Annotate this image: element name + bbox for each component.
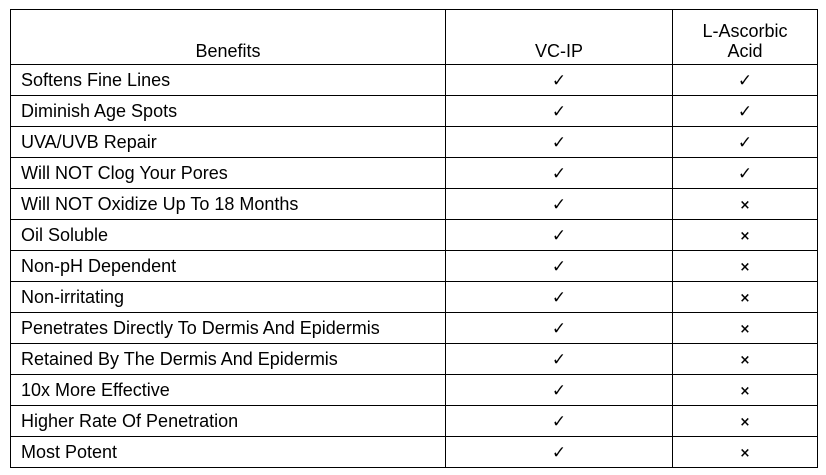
ascorbic-cell: ✓ (672, 126, 818, 158)
table-row: UVA/UVB Repair ✓ ✓ (10, 126, 818, 158)
check-icon: ✓ (737, 163, 753, 184)
ascorbic-cell: × (672, 219, 818, 251)
benefit-cell: Diminish Age Spots (10, 95, 446, 127)
benefit-cell: Retained By The Dermis And Epidermis (10, 343, 446, 375)
table-row: Most Potent ✓ × (10, 436, 818, 468)
ascorbic-cell: ✓ (672, 157, 818, 189)
vcip-cell: ✓ (445, 312, 673, 344)
header-row: Benefits VC-IP L-Ascorbic Acid (10, 9, 818, 65)
cross-icon: × (739, 259, 751, 275)
benefit-cell: Penetrates Directly To Dermis And Epider… (10, 312, 446, 344)
benefit-cell: Most Potent (10, 436, 446, 468)
benefit-cell: Will NOT Oxidize Up To 18 Months (10, 188, 446, 220)
check-icon: ✓ (551, 318, 567, 339)
check-icon: ✓ (551, 132, 567, 153)
cross-icon: × (739, 414, 751, 430)
header-vcip: VC-IP (445, 9, 673, 65)
benefit-cell: Oil Soluble (10, 219, 446, 251)
table-row: Non-pH Dependent ✓ × (10, 250, 818, 282)
header-l-ascorbic-line1: L-Ascorbic (702, 21, 788, 41)
cross-icon: × (739, 445, 751, 461)
benefit-cell: Will NOT Clog Your Pores (10, 157, 446, 189)
benefit-cell: 10x More Effective (10, 374, 446, 406)
check-icon: ✓ (551, 225, 567, 246)
ascorbic-cell: ✓ (672, 95, 818, 127)
ascorbic-cell: × (672, 281, 818, 313)
benefit-cell: Non-irritating (10, 281, 446, 313)
vcip-cell: ✓ (445, 374, 673, 406)
vcip-cell: ✓ (445, 95, 673, 127)
table-row: 10x More Effective ✓ × (10, 374, 818, 406)
ascorbic-cell: × (672, 250, 818, 282)
check-icon: ✓ (551, 287, 567, 308)
header-benefits: Benefits (10, 9, 446, 65)
check-icon: ✓ (551, 411, 567, 432)
header-l-ascorbic-acid: L-Ascorbic Acid (672, 9, 818, 65)
ascorbic-cell: × (672, 312, 818, 344)
table-row: Diminish Age Spots ✓ ✓ (10, 95, 818, 127)
vcip-cell: ✓ (445, 436, 673, 468)
vcip-cell: ✓ (445, 281, 673, 313)
check-icon: ✓ (737, 70, 753, 91)
check-icon: ✓ (737, 132, 753, 153)
check-icon: ✓ (551, 442, 567, 463)
table-row: Non-irritating ✓ × (10, 281, 818, 313)
vcip-cell: ✓ (445, 157, 673, 189)
ascorbic-cell: ✓ (672, 64, 818, 96)
ascorbic-cell: × (672, 374, 818, 406)
vcip-cell: ✓ (445, 219, 673, 251)
check-icon: ✓ (551, 256, 567, 277)
check-icon: ✓ (551, 194, 567, 215)
vcip-cell: ✓ (445, 126, 673, 158)
table-row: Penetrates Directly To Dermis And Epider… (10, 312, 818, 344)
cross-icon: × (739, 197, 751, 213)
table-body: Softens Fine Lines ✓ ✓ Diminish Age Spot… (10, 64, 818, 468)
check-icon: ✓ (551, 380, 567, 401)
header-l-ascorbic-line2: Acid (727, 41, 763, 61)
table-row: Oil Soluble ✓ × (10, 219, 818, 251)
vcip-cell: ✓ (445, 64, 673, 96)
check-icon: ✓ (551, 101, 567, 122)
benefit-cell: UVA/UVB Repair (10, 126, 446, 158)
cross-icon: × (739, 290, 751, 306)
comparison-table: Benefits VC-IP L-Ascorbic Acid Softens F… (10, 9, 818, 468)
table-row: Softens Fine Lines ✓ ✓ (10, 64, 818, 96)
benefit-cell: Non-pH Dependent (10, 250, 446, 282)
ascorbic-cell: × (672, 405, 818, 437)
ascorbic-cell: × (672, 436, 818, 468)
cross-icon: × (739, 321, 751, 337)
vcip-cell: ✓ (445, 250, 673, 282)
check-icon: ✓ (551, 163, 567, 184)
ascorbic-cell: × (672, 188, 818, 220)
cross-icon: × (739, 383, 751, 399)
table-row: Higher Rate Of Penetration ✓ × (10, 405, 818, 437)
benefit-cell: Softens Fine Lines (10, 64, 446, 96)
cross-icon: × (739, 228, 751, 244)
vcip-cell: ✓ (445, 405, 673, 437)
check-icon: ✓ (737, 101, 753, 122)
table-row: Will NOT Clog Your Pores ✓ ✓ (10, 157, 818, 189)
vcip-cell: ✓ (445, 343, 673, 375)
table-row: Will NOT Oxidize Up To 18 Months ✓ × (10, 188, 818, 220)
check-icon: ✓ (551, 349, 567, 370)
table-row: Retained By The Dermis And Epidermis ✓ × (10, 343, 818, 375)
ascorbic-cell: × (672, 343, 818, 375)
check-icon: ✓ (551, 70, 567, 91)
vcip-cell: ✓ (445, 188, 673, 220)
benefit-cell: Higher Rate Of Penetration (10, 405, 446, 437)
cross-icon: × (739, 352, 751, 368)
